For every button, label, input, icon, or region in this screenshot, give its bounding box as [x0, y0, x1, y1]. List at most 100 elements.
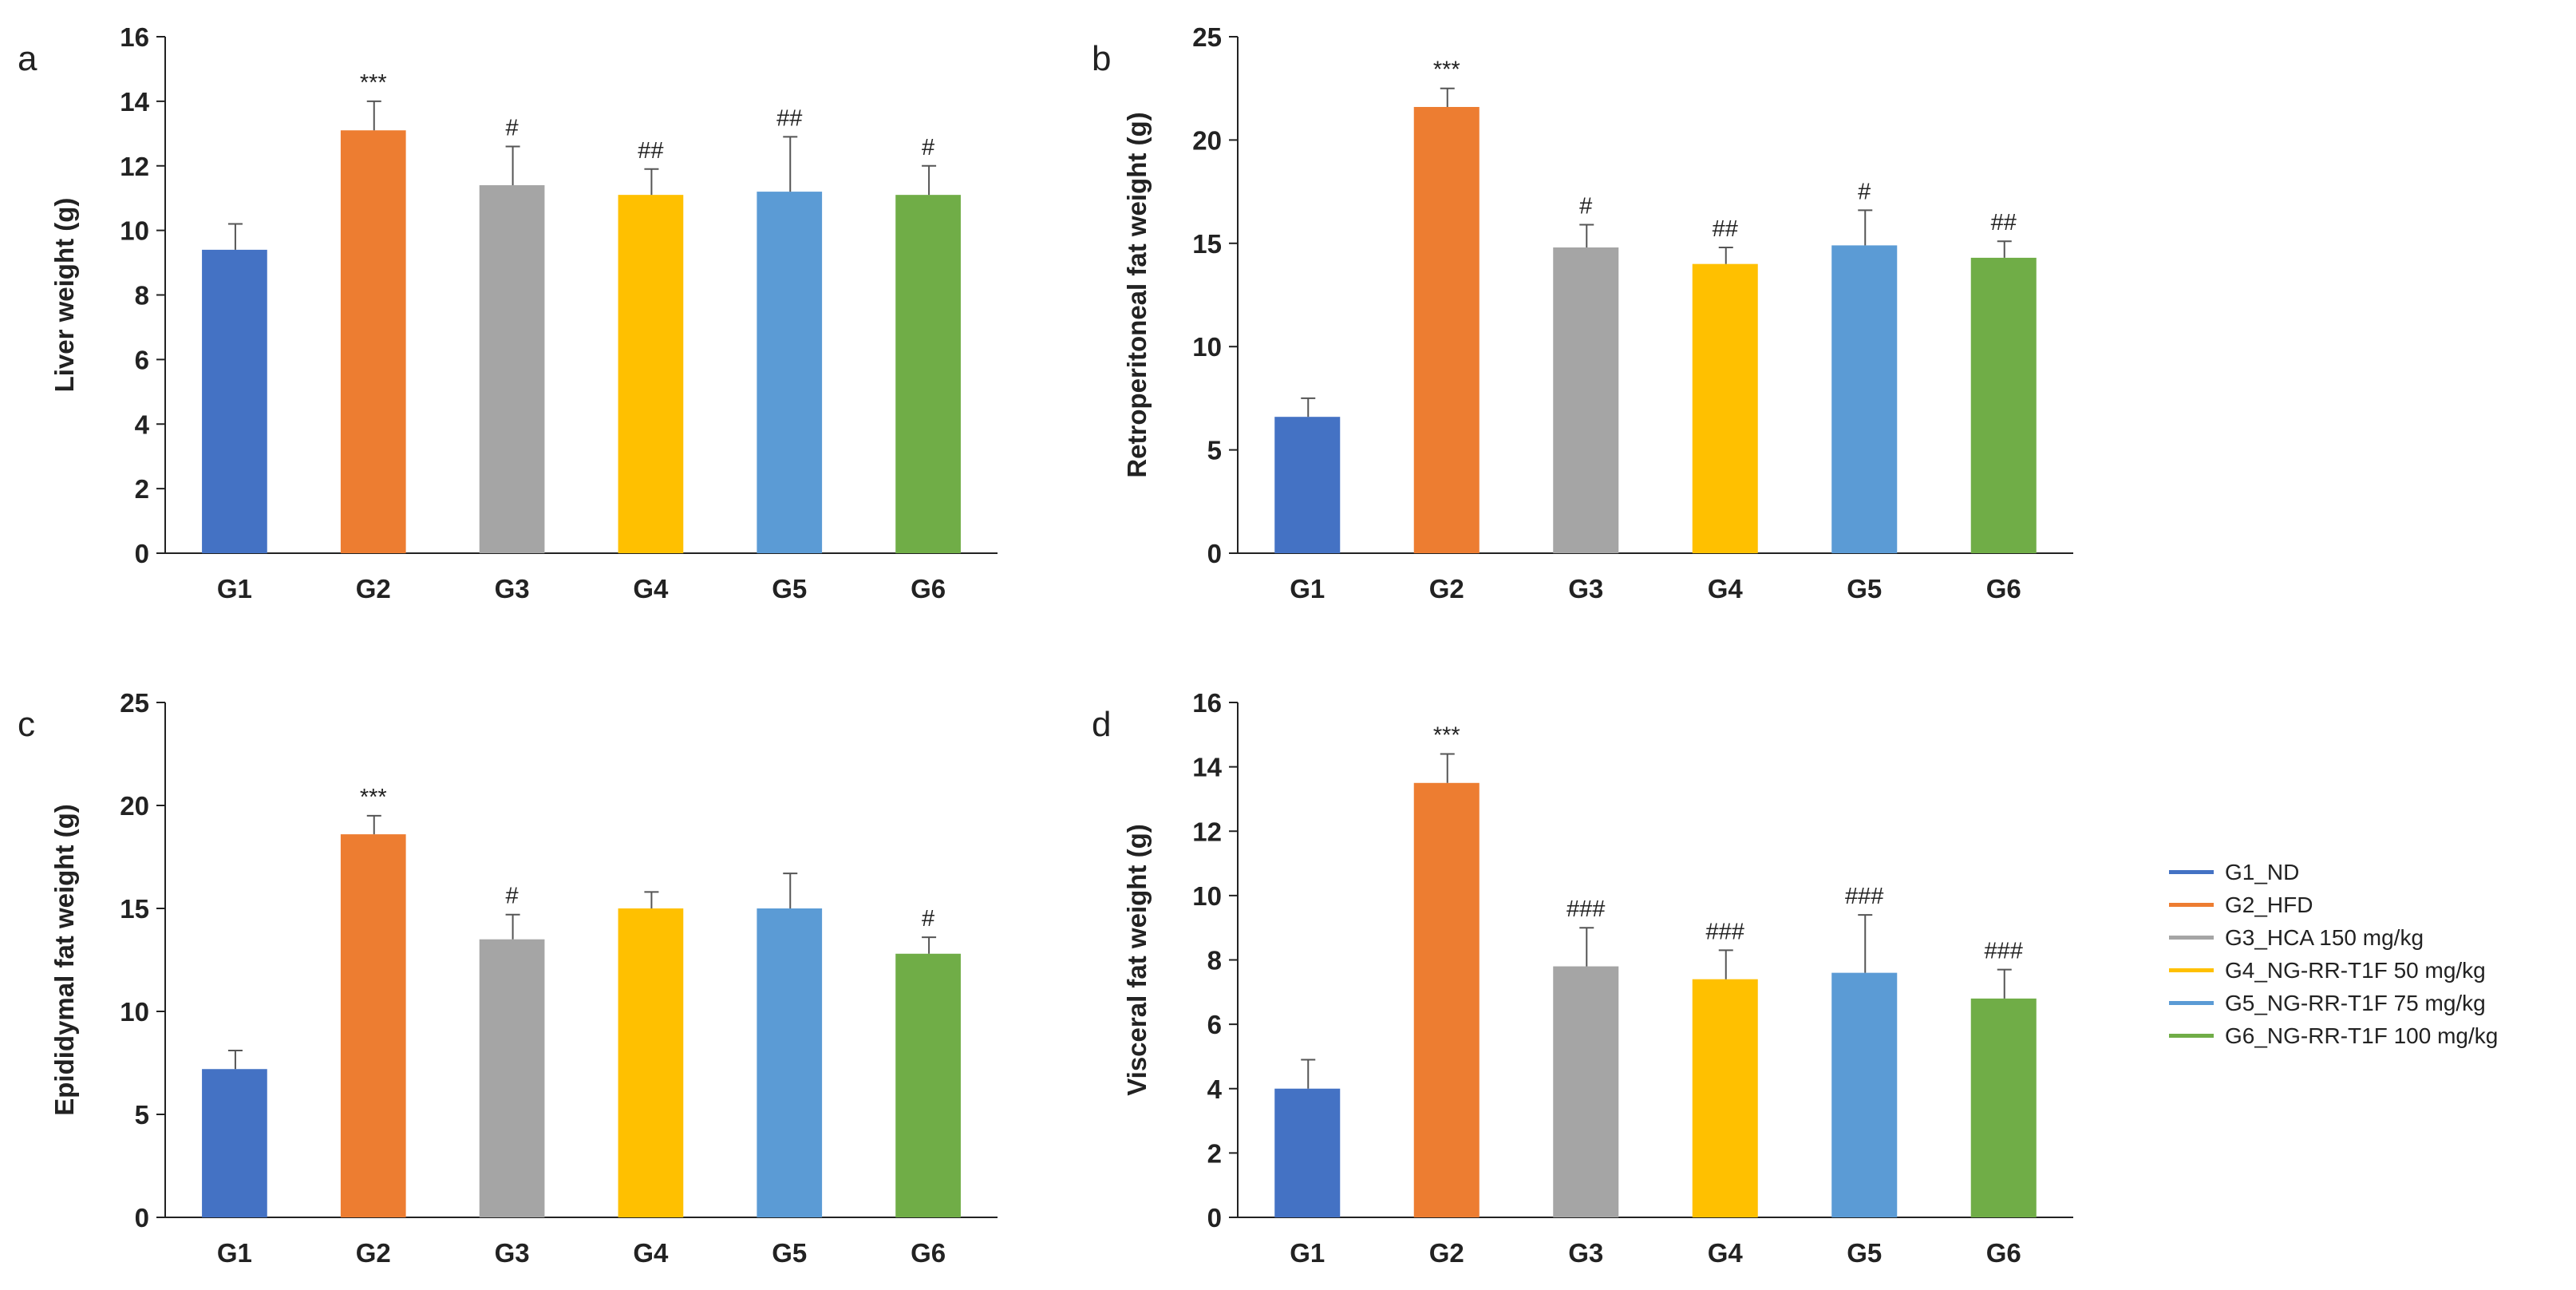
panel-letter: d — [1092, 705, 1111, 744]
x-tick-label: G4 — [633, 574, 669, 603]
bar — [1274, 1088, 1341, 1217]
x-tick-label: G3 — [495, 574, 530, 603]
x-tick-label: G4 — [633, 1238, 669, 1268]
bar — [202, 249, 267, 553]
x-tick-label: G2 — [1429, 1238, 1464, 1268]
bar — [202, 1069, 267, 1217]
legend-label: G4_NG-RR-T1F 50 mg/kg — [2225, 957, 2486, 983]
legend-swatch — [2169, 936, 2214, 940]
y-tick-label: 25 — [1192, 22, 1222, 52]
significance-label: ### — [1845, 884, 1883, 909]
y-tick-label: 15 — [1192, 229, 1222, 259]
legend-label: G5_NG-RR-T1F 75 mg/kg — [2225, 990, 2486, 1015]
y-tick-label: 10 — [120, 216, 149, 246]
bar — [618, 195, 684, 554]
x-tick-label: G6 — [1986, 1238, 2021, 1268]
x-tick-label: G1 — [1290, 1238, 1325, 1268]
legend-label: G6_NG-RR-T1F 100 mg/kg — [2225, 1023, 2499, 1048]
bar — [895, 953, 961, 1217]
significance-label: # — [1858, 179, 1871, 204]
panel-letter: c — [18, 705, 35, 744]
legend-item: G4_NG-RR-T1F 50 mg/kg — [2169, 954, 2498, 987]
bar — [1274, 417, 1341, 553]
y-tick-label: 8 — [135, 281, 149, 311]
legend-swatch — [2169, 903, 2214, 907]
x-tick-label: G6 — [911, 1238, 946, 1268]
y-tick-label: 12 — [120, 152, 149, 181]
significance-label: ## — [776, 105, 802, 131]
x-tick-label: G2 — [1429, 574, 1464, 603]
panel-letter: a — [18, 39, 38, 78]
significance-label: ## — [638, 138, 663, 164]
y-tick-label: 20 — [120, 791, 149, 821]
x-tick-label: G2 — [356, 574, 391, 603]
x-tick-label: G1 — [217, 1238, 252, 1268]
bar — [1692, 979, 1758, 1217]
bar — [1970, 998, 2037, 1217]
y-tick-label: 20 — [1192, 125, 1222, 155]
legend-item: G1_ND — [2169, 856, 2498, 888]
y-tick-label: 0 — [135, 1203, 149, 1233]
y-axis-label: Liver weight (g) — [49, 198, 79, 393]
chart-panel-b: b Retroperitoneal fat weight (g) 0 5 10 15 20 2… — [1092, 22, 2073, 603]
y-tick-label: 10 — [1192, 332, 1222, 362]
significance-label: *** — [1433, 723, 1460, 749]
x-tick-label: G6 — [911, 574, 946, 603]
legend-swatch — [2169, 968, 2214, 972]
y-tick-label: 0 — [1207, 539, 1222, 568]
x-tick-label: G2 — [356, 1238, 391, 1268]
bar — [1553, 247, 1619, 553]
y-tick-label: 5 — [135, 1100, 149, 1130]
bar — [757, 192, 823, 553]
bar — [618, 908, 684, 1217]
y-tick-label: 10 — [1192, 881, 1222, 911]
x-tick-label: G1 — [1290, 574, 1325, 603]
significance-label: # — [922, 135, 934, 160]
bar — [340, 834, 406, 1217]
x-tick-label: G1 — [217, 574, 252, 603]
significance-label: *** — [360, 785, 387, 810]
y-tick-label: 8 — [1207, 946, 1222, 975]
y-tick-label: 12 — [1192, 817, 1222, 846]
bar — [479, 185, 545, 553]
significance-label: ## — [1991, 210, 2017, 235]
y-tick-label: 10 — [120, 997, 149, 1027]
bar — [1553, 966, 1619, 1217]
y-tick-label: 4 — [1207, 1074, 1223, 1104]
y-tick-label: 2 — [1207, 1138, 1222, 1168]
y-tick-label: 4 — [135, 410, 150, 439]
bar — [757, 908, 823, 1217]
y-axis-label: Epididymal fat weight (g) — [49, 804, 79, 1116]
x-tick-label: G3 — [1568, 1238, 1603, 1268]
significance-label: # — [506, 115, 519, 140]
bar — [1692, 263, 1758, 553]
y-tick-label: 25 — [120, 688, 149, 718]
x-tick-label: G4 — [1708, 574, 1744, 603]
y-tick-label: 5 — [1207, 436, 1222, 465]
legend-item: G5_NG-RR-T1F 75 mg/kg — [2169, 987, 2498, 1019]
bar — [1413, 106, 1480, 553]
legend-label: G3_HCA 150 mg/kg — [2225, 924, 2424, 950]
y-tick-label: 0 — [135, 539, 149, 568]
legend-item: G3_HCA 150 mg/kg — [2169, 921, 2498, 954]
significance-label: ## — [1713, 216, 1738, 242]
y-tick-label: 6 — [1207, 1010, 1222, 1039]
chart-panel-a: a Liver weight (g) 0 2 4 6 8 10 12 14 16 G1 G2 *** G3 #… — [18, 22, 998, 603]
x-tick-label: G4 — [1708, 1238, 1744, 1268]
x-tick-label: G3 — [495, 1238, 530, 1268]
legend-item: G2_HFD — [2169, 888, 2498, 921]
y-tick-label: 16 — [120, 22, 149, 52]
chart-panel-d: d Visceral fat weight (g) 0 2 4 6 8 10 12 14 16 G1 G… — [1092, 688, 2073, 1268]
legend-swatch — [2169, 1001, 2214, 1005]
significance-label: *** — [1433, 57, 1460, 83]
significance-label: ### — [1706, 919, 1744, 944]
panel-letter: b — [1092, 39, 1111, 78]
x-tick-label: G5 — [772, 1238, 807, 1268]
legend-swatch — [2169, 870, 2214, 874]
y-tick-label: 2 — [135, 474, 149, 504]
y-tick-label: 14 — [120, 87, 149, 117]
legend: G1_ND G2_HFD G3_HCA 150 mg/kg G4_NG-RR-T1F … — [2169, 856, 2498, 1052]
significance-label: ### — [1985, 939, 2023, 964]
y-tick-label: 14 — [1192, 753, 1222, 782]
